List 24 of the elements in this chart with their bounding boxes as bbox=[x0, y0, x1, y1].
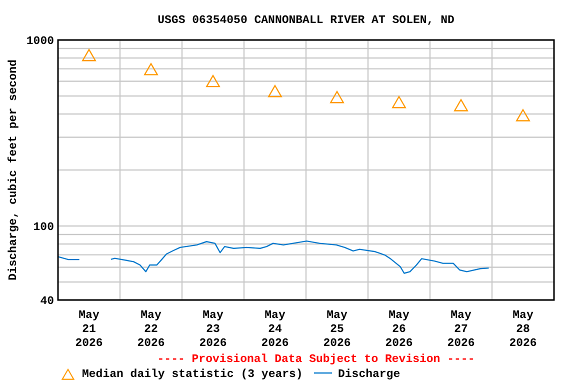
point bbox=[392, 96, 406, 108]
point bbox=[206, 74, 220, 88]
x-tick-label: May 21 2026 bbox=[75, 309, 103, 350]
y-tick-label: 1000 bbox=[26, 35, 54, 48]
x-tick-label: May 25 2026 bbox=[323, 309, 351, 350]
y-axis-title: Discharge, cubic feet per second bbox=[7, 59, 20, 280]
point bbox=[144, 63, 158, 76]
point bbox=[454, 99, 468, 112]
chart-title: USGS 06354050 CANNONBALL RIVER AT SOLEN, ND bbox=[158, 14, 454, 27]
legend-label: Median daily statistic (3 years) bbox=[82, 368, 303, 381]
text: ---- Provisional Data Subject to Revision ---- bbox=[157, 353, 475, 366]
point bbox=[268, 85, 282, 98]
legend-label: Discharge bbox=[338, 368, 400, 381]
x-tick-label: May 26 2026 bbox=[385, 309, 413, 350]
x-tick-label: May 27 2026 bbox=[447, 309, 475, 350]
y-tick-label: 100 bbox=[33, 220, 54, 234]
y-tick-label: 40 bbox=[40, 295, 54, 308]
x-tick-label: May 24 2026 bbox=[261, 309, 289, 350]
point bbox=[516, 109, 530, 122]
x-tick-label: May 23 2026 bbox=[199, 309, 227, 350]
x-tick-label: May 22 2026 bbox=[137, 309, 165, 350]
point bbox=[330, 91, 344, 104]
point bbox=[82, 48, 96, 62]
x-tick-label: May 28 2026 bbox=[509, 309, 537, 350]
